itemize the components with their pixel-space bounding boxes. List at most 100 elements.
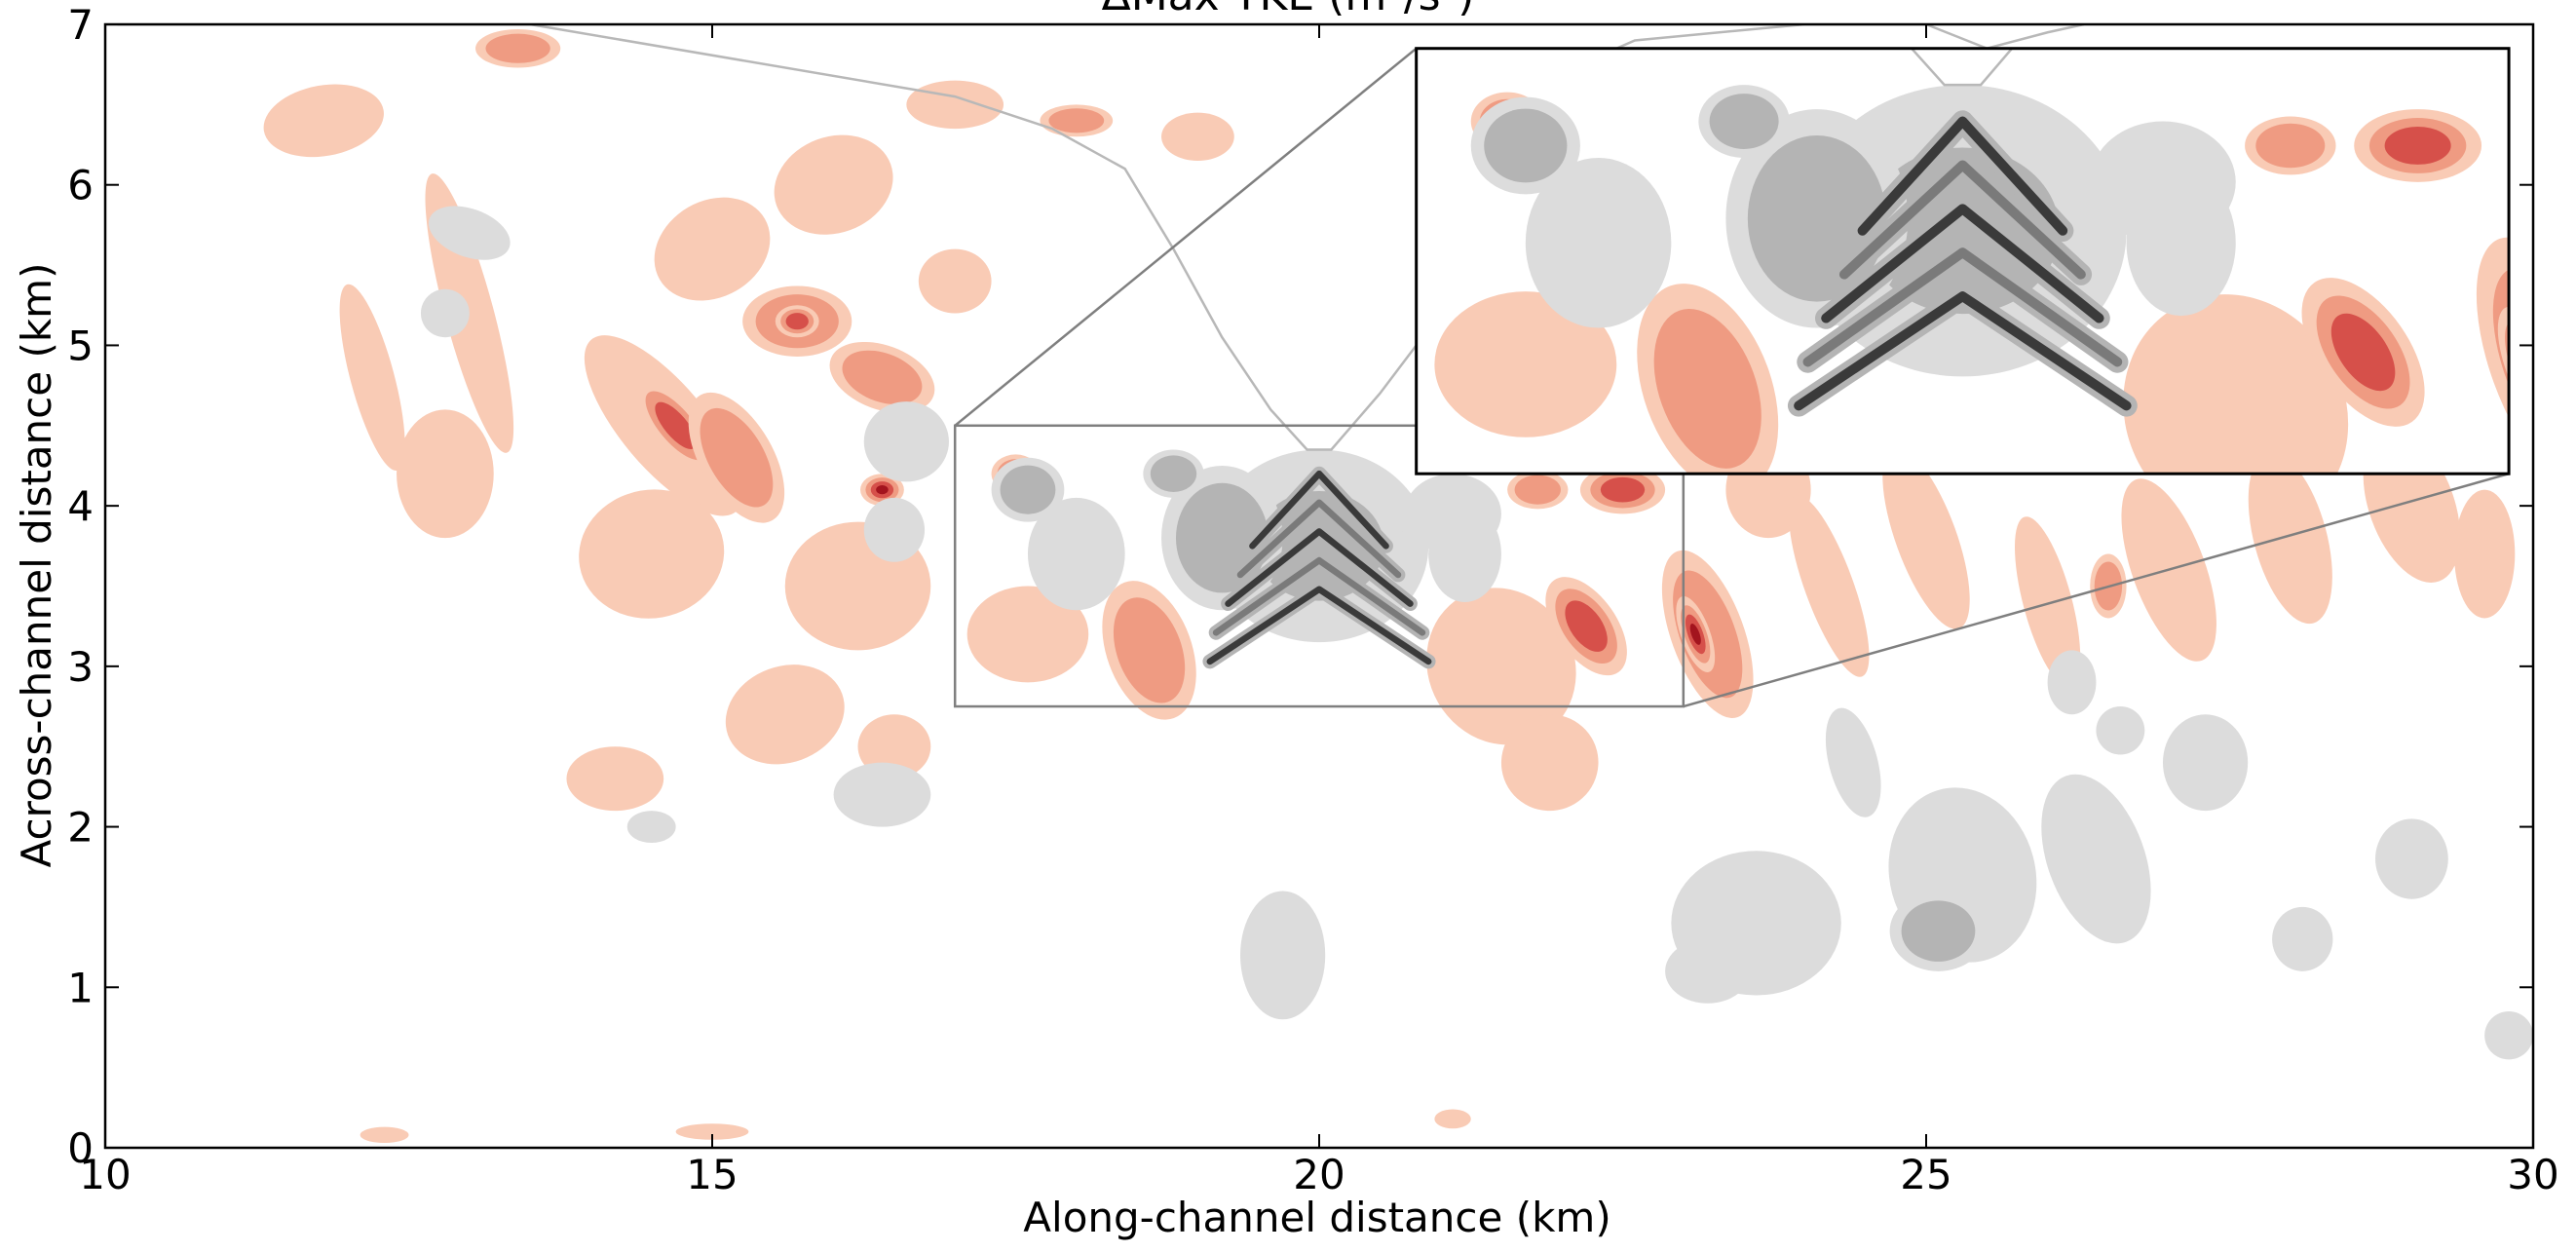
- negative-contour: [1150, 455, 1197, 492]
- positive-contour: [263, 84, 384, 158]
- axis-ticks: 10 15 20 25 30 0 1 2 3 4 5 6 7: [67, 1, 2558, 1198]
- positive-contour: [1600, 476, 1646, 503]
- zoom-connector: [954, 47, 1418, 427]
- negative-contour: [1484, 108, 1568, 183]
- positive-contour: [2454, 489, 2516, 619]
- positive-contour: [1282, 128, 1332, 165]
- y-tick-label: 1: [67, 964, 94, 1011]
- negative-contour: [2162, 714, 2249, 812]
- negative-contour: [420, 288, 470, 338]
- wake-chevron: [1802, 247, 2123, 367]
- negative-contour: [833, 762, 931, 827]
- negative-contour: [2375, 818, 2448, 899]
- positive-contour: [1161, 112, 1234, 162]
- negative-contour: [2272, 906, 2333, 971]
- positive-contour: [725, 664, 845, 765]
- positive-contour: [2255, 123, 2326, 169]
- positive-contour: [906, 80, 1004, 130]
- positive-contour: [1514, 475, 1561, 505]
- positive-contour: [1565, 600, 1608, 652]
- positive-contour: [655, 401, 697, 449]
- positive-contour: [1274, 122, 1340, 171]
- negative-contour: [1709, 94, 1779, 149]
- negative-contour: [2041, 774, 2151, 944]
- negative-contour: [863, 401, 949, 482]
- y-tick-label: 7: [67, 1, 94, 49]
- negative-contour: [2047, 650, 2097, 715]
- positive-contour: [2384, 127, 2451, 165]
- positive-contour: [2136, 1083, 2190, 1113]
- positive-contour: [2506, 331, 2549, 399]
- y-tick-label: 6: [67, 162, 94, 209]
- wake-chevron: [1206, 586, 1432, 665]
- positive-contour: [2572, 73, 2576, 219]
- y-tick-label: 3: [67, 643, 94, 691]
- negative-contour: [1525, 157, 1672, 328]
- y-tick-label: 4: [67, 482, 94, 530]
- positive-contour: [579, 489, 725, 619]
- positive-contour: [675, 1123, 749, 1140]
- wake-chevron: [1857, 116, 2068, 236]
- positive-contour: [397, 409, 494, 539]
- zoom-connector-lines: [954, 47, 2510, 708]
- positive-contour: [2516, 346, 2539, 382]
- positive-contour: [1500, 714, 1599, 812]
- x-axis-label: Along-channel distance (km): [1023, 1194, 1610, 1241]
- positive-contour: [998, 1106, 1107, 1130]
- positive-contour: [2014, 516, 2081, 688]
- positive-contour: [966, 586, 1089, 683]
- y-tick-label: 0: [67, 1124, 94, 1172]
- positive-contour: [1789, 495, 1870, 677]
- positive-contour: [1434, 291, 1617, 437]
- positive-contour: [2248, 452, 2332, 625]
- positive-contour: [524, 1111, 597, 1135]
- positive-contour: [360, 1126, 409, 1144]
- negative-contour: [428, 206, 511, 260]
- wake-chevron: [1225, 528, 1414, 607]
- x-tick-label: 15: [686, 1151, 738, 1198]
- y-tick-label: 2: [67, 804, 94, 852]
- wake-chevron: [1821, 204, 2104, 323]
- positive-contour: [2123, 294, 2349, 475]
- main-contour-field: [263, 28, 2533, 1144]
- chart-title: ΔMax TKE (m²/s²): [1102, 0, 1475, 20]
- y-axis-label: Across-channel distance (km): [13, 263, 60, 868]
- inset-contour-field: [524, 0, 2576, 1135]
- x-tick-label: 20: [1293, 1151, 1345, 1198]
- wake-chevron: [1794, 291, 2132, 411]
- positive-contour: [876, 485, 889, 495]
- positive-contour: [2330, 313, 2396, 392]
- positive-contour: [918, 248, 992, 314]
- positive-contour: [1653, 308, 1762, 469]
- negative-contour: [1280, 158, 1371, 255]
- positive-contour: [842, 350, 923, 405]
- negative-contour: [626, 811, 676, 844]
- positive-contour: [1161, 194, 1380, 389]
- positive-contour: [654, 197, 771, 301]
- wake-chevron: [1249, 470, 1389, 550]
- positive-contour: [485, 33, 550, 63]
- negative-contour: [2096, 706, 2145, 755]
- wake-chevron: [1236, 499, 1402, 579]
- negative-contour: [863, 497, 926, 562]
- positive-contour: [700, 407, 774, 508]
- negative-contour: [1240, 891, 1326, 1020]
- y-tick-label: 5: [67, 322, 94, 369]
- negative-contour: [2126, 170, 2236, 317]
- wake-chevron: [1838, 160, 2086, 280]
- negative-contour: [1000, 465, 1056, 514]
- zoom-source-rectangle: [953, 424, 1686, 708]
- x-tick-label: 25: [1900, 1151, 1951, 1198]
- x-tick-label: 10: [79, 1151, 131, 1198]
- positive-contour: [1113, 597, 1186, 703]
- positive-contour: [785, 313, 809, 330]
- positive-contour: [596, 0, 779, 99]
- negative-contour: [1901, 900, 1976, 962]
- positive-contour: [1048, 108, 1105, 133]
- wake-chevron: [1212, 556, 1426, 636]
- positive-contour: [1882, 446, 1970, 629]
- x-tick-label: 30: [2507, 1151, 2558, 1198]
- negative-contour: [1825, 707, 1881, 817]
- positive-contour: [1011, 4, 1166, 189]
